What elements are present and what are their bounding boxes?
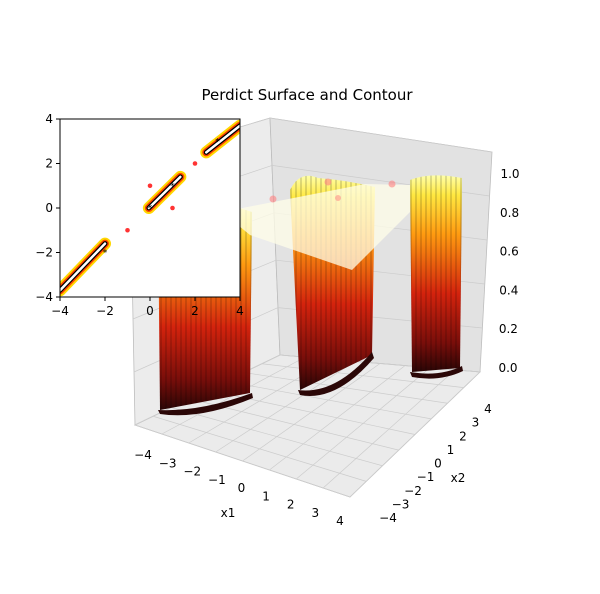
contour-star: * xyxy=(148,204,153,214)
contour-band xyxy=(60,242,107,292)
x1-tick-label: −1 xyxy=(208,473,226,487)
x2-tick-label: −3 xyxy=(392,497,410,511)
inset-x-tick-label: 0 xyxy=(146,304,154,318)
grid-line xyxy=(349,371,481,498)
x1-tick-label: 2 xyxy=(287,498,295,512)
contour-bands xyxy=(60,119,240,297)
contour-star: * xyxy=(215,137,220,147)
z-tick-label: 1.0 xyxy=(500,167,519,181)
x2-tick-label: 1 xyxy=(447,443,455,457)
x2-tick-label: 2 xyxy=(459,429,467,443)
x2-tick-label: 0 xyxy=(434,457,442,471)
inset-y-tick-label: −4 xyxy=(35,290,53,304)
x2-tick-label: 4 xyxy=(484,402,492,416)
contour-band xyxy=(205,124,240,154)
z-tick-label: 0.6 xyxy=(500,245,519,259)
surface-ridge-right xyxy=(410,175,463,379)
contour-point xyxy=(147,183,153,189)
point-3d xyxy=(324,178,332,186)
x2-tick-label: −2 xyxy=(404,484,422,498)
inset-x-tick-label: −2 xyxy=(96,304,114,318)
contour-inset: * * * * −4 −2 0 2 4 −4 −2 0 2 4 xyxy=(35,112,244,318)
surface-plateau-top xyxy=(222,184,410,270)
point-3d xyxy=(388,180,396,188)
x1-tick-label: −2 xyxy=(183,465,201,479)
grid-line xyxy=(322,369,456,489)
contour-point xyxy=(125,227,130,233)
grid-line xyxy=(261,363,464,388)
contour-band xyxy=(147,175,182,210)
inset-x-tick-label: 2 xyxy=(191,304,199,318)
inset-y-tick-label: 0 xyxy=(45,201,53,215)
grid-line xyxy=(296,367,431,480)
contour-star: * xyxy=(170,182,175,192)
contour-point xyxy=(192,161,198,166)
x2-tick-label: 3 xyxy=(472,416,480,430)
inset-y-tick-label: 4 xyxy=(45,112,53,126)
grid-line xyxy=(269,365,406,471)
x1-tick-label: 3 xyxy=(312,506,320,520)
inset-y-tick-label: 2 xyxy=(45,157,53,171)
x2-tick-label: −1 xyxy=(417,470,435,484)
z-tick-label: 0.8 xyxy=(500,206,519,220)
chart-title: Perdict Surface and Contour xyxy=(201,86,413,104)
x1-tick-label: −4 xyxy=(134,448,152,462)
x1-axis-label: x1 xyxy=(221,506,236,520)
z-tick-label: 0.0 xyxy=(498,361,517,375)
inset-y-tick-label: −2 xyxy=(35,246,53,260)
point-3d xyxy=(335,195,341,201)
inset-x-tick-label: −4 xyxy=(51,304,69,318)
x1-tick-label: 1 xyxy=(262,489,270,503)
z-tick-label: 0.2 xyxy=(499,322,518,336)
grid-line xyxy=(225,380,432,420)
contour-point xyxy=(170,205,175,211)
x1-tick-label: −3 xyxy=(159,456,177,470)
points-3d xyxy=(269,178,396,203)
x1-tick-label: 0 xyxy=(238,481,246,495)
x1-axis: −4 −3 −2 −1 0 1 2 3 4 xyxy=(134,448,344,528)
z-tick-label: 0.4 xyxy=(499,283,518,297)
x1-tick-label: 4 xyxy=(336,514,344,528)
point-3d xyxy=(269,195,277,203)
inset-x-tick-label: 4 xyxy=(236,304,244,318)
z-axis: 0.0 0.2 0.4 0.6 0.8 1.0 xyxy=(498,167,519,375)
x2-axis-label: x2 xyxy=(451,471,466,485)
inset-x-axis: −4 −2 0 2 4 xyxy=(51,297,244,318)
contour-star: * xyxy=(103,249,108,259)
grid-line xyxy=(269,117,493,153)
contour-points: * * * * xyxy=(103,137,221,258)
x2-tick-label: −4 xyxy=(379,511,397,525)
inset-y-axis: −4 −2 0 2 4 xyxy=(35,112,60,304)
grid-line xyxy=(243,372,448,404)
